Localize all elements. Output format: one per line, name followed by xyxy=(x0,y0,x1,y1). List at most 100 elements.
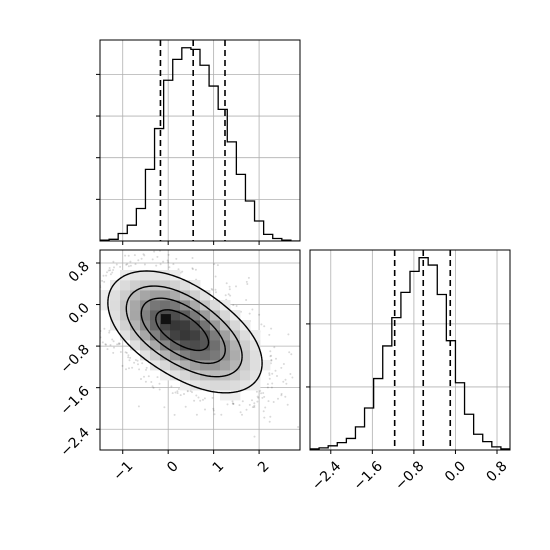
density-cell xyxy=(140,310,151,321)
scatter-point xyxy=(195,413,198,416)
density-cell xyxy=(190,290,201,301)
scatter-point xyxy=(115,263,118,266)
scatter-point xyxy=(255,390,258,393)
density-cell xyxy=(240,360,251,371)
scatter-point xyxy=(269,355,272,358)
density-cell xyxy=(190,380,201,391)
density-cell xyxy=(190,350,201,361)
scatter-point xyxy=(153,250,156,253)
scatter-point xyxy=(109,269,112,272)
scatter-point xyxy=(216,264,219,267)
scatter-point xyxy=(86,302,88,304)
density-cells xyxy=(100,270,271,401)
scatter-point xyxy=(125,351,128,354)
density-cell xyxy=(100,300,111,311)
scatter-point xyxy=(203,397,206,400)
scatter-point xyxy=(232,402,235,405)
scatter-point xyxy=(272,401,275,403)
scatter-point xyxy=(253,402,256,405)
density-cell xyxy=(210,380,221,391)
density-cell xyxy=(180,330,191,341)
density-x-tick-label: 2 xyxy=(255,458,273,476)
density-contour xyxy=(107,270,263,394)
density-cell xyxy=(160,370,171,381)
scatter-point xyxy=(134,263,137,266)
scatter-point xyxy=(215,291,217,294)
hist-y-panel: −2.4 −1.6 −0.8 0.0 0.8 xyxy=(306,249,511,494)
density-cell xyxy=(160,270,171,281)
scatter-point xyxy=(158,382,161,385)
scatter-point xyxy=(213,413,216,416)
density-cell xyxy=(170,270,181,281)
density-cell xyxy=(170,340,181,351)
scatter-point xyxy=(94,287,96,289)
density-cell xyxy=(140,350,151,361)
hist-y-x-tick-label: −1.6 xyxy=(351,458,386,493)
scatter-point xyxy=(280,366,283,369)
scatter-point xyxy=(94,296,96,298)
scatter-point xyxy=(282,363,285,365)
scatter-point xyxy=(166,259,169,262)
scatter-point xyxy=(163,406,166,409)
scatter-point xyxy=(111,271,114,274)
scatter-point xyxy=(134,359,137,361)
scatter-point xyxy=(245,299,248,301)
scatter-point xyxy=(112,340,115,343)
hist-x-frame xyxy=(99,39,301,242)
density-frame xyxy=(99,249,301,451)
density-cell xyxy=(140,290,151,301)
scatter-point xyxy=(119,265,122,268)
density-cell xyxy=(130,270,141,281)
density-cell xyxy=(130,290,141,301)
hist-x-quantile-lines xyxy=(159,40,226,241)
scatter-point xyxy=(136,359,139,362)
hist-y-x-tick-label: −0.8 xyxy=(392,458,427,493)
scatter-point xyxy=(152,386,155,389)
density-cell xyxy=(150,290,161,301)
scatter-point xyxy=(253,435,256,438)
hist-y-x-tick-label: 0.8 xyxy=(484,458,511,485)
density-cell xyxy=(120,300,131,311)
density-cell xyxy=(210,360,221,371)
density-cell xyxy=(190,370,201,381)
scatter-point xyxy=(81,291,83,293)
scatter-point xyxy=(211,396,214,399)
scatter-point xyxy=(162,260,165,263)
scatter-point xyxy=(264,406,267,409)
scatter-point xyxy=(127,356,130,359)
density-cell xyxy=(150,280,161,291)
density-cell xyxy=(190,320,201,331)
scatter-point xyxy=(138,368,141,371)
scatter-point xyxy=(125,263,128,266)
density-cell xyxy=(170,300,181,311)
scatter-point xyxy=(277,397,279,400)
density-cell xyxy=(130,280,141,291)
scatter-point xyxy=(66,280,68,282)
density-cell xyxy=(140,330,151,341)
scatter-point xyxy=(141,362,144,365)
hist-y-frame xyxy=(309,249,511,451)
scatter-point xyxy=(199,399,202,402)
scatter-point xyxy=(123,222,125,224)
density-cell xyxy=(140,300,151,311)
density-cell xyxy=(160,320,171,331)
scatter-point xyxy=(238,404,241,407)
density-cell xyxy=(230,360,241,371)
scatter-point xyxy=(270,386,273,389)
density-cell xyxy=(240,340,251,351)
scatter-point xyxy=(95,312,97,314)
scatter-point xyxy=(256,395,259,398)
scatter-point xyxy=(128,367,130,370)
scatter-point xyxy=(176,392,179,395)
scatter-point xyxy=(214,288,217,291)
scatter-point xyxy=(94,319,96,321)
density-cell xyxy=(210,370,221,381)
density-cell xyxy=(170,360,181,371)
density-cell xyxy=(180,360,191,371)
scatter-point xyxy=(268,374,271,376)
scatter-point xyxy=(113,346,115,349)
scatter-point xyxy=(287,333,290,336)
density-cell xyxy=(220,390,231,401)
scatter-point xyxy=(103,280,106,283)
hist-x-panel xyxy=(96,39,301,245)
